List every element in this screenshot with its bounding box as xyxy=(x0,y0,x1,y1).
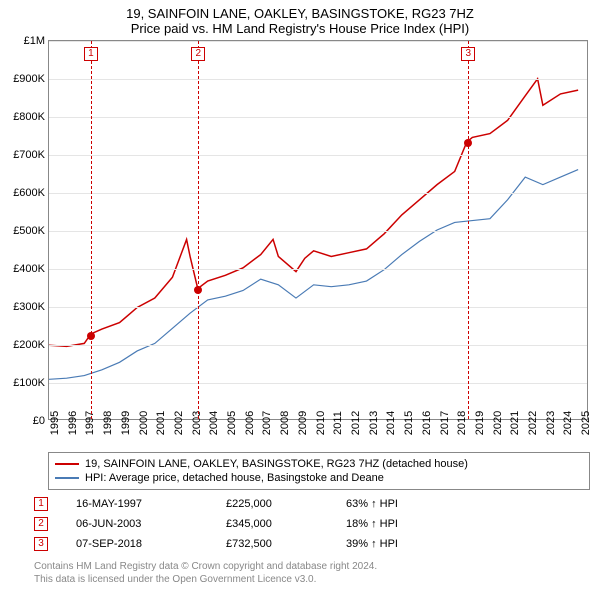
gridline xyxy=(49,269,587,270)
marker-line xyxy=(468,41,469,419)
x-axis-label: 2006 xyxy=(244,411,256,435)
chart-subtitle: Price paid vs. HM Land Registry's House … xyxy=(0,21,600,40)
legend-row: HPI: Average price, detached house, Basi… xyxy=(55,471,583,485)
x-axis-label: 2018 xyxy=(456,411,468,435)
transaction-price: £732,500 xyxy=(226,538,346,550)
y-axis-label: £600K xyxy=(13,187,45,199)
transaction-number-box: 1 xyxy=(34,497,48,511)
x-axis-label: 2005 xyxy=(226,411,238,435)
footer-line-1: Contains HM Land Registry data © Crown c… xyxy=(34,560,590,573)
gridline xyxy=(49,41,587,42)
marker-number-box: 1 xyxy=(84,47,98,61)
gridline xyxy=(49,117,587,118)
legend-label: 19, SAINFOIN LANE, OAKLEY, BASINGSTOKE, … xyxy=(85,458,468,470)
transaction-table: 1 16-MAY-1997£225,00063% ↑ HPI 2 06-JUN-200… xyxy=(34,494,590,554)
x-axis-label: 2003 xyxy=(191,411,203,435)
gridline xyxy=(49,155,587,156)
y-axis-label: £100K xyxy=(13,377,45,389)
x-axis-label: 2013 xyxy=(368,411,380,435)
transaction-date: 16-MAY-1997 xyxy=(76,498,226,510)
x-axis-label: 1999 xyxy=(120,411,132,435)
transaction-row: 3 07-SEP-2018£732,50039% ↑ HPI xyxy=(34,534,590,554)
transaction-row: 2 06-JUN-2003£345,00018% ↑ HPI xyxy=(34,514,590,534)
x-axis-label: 2019 xyxy=(474,411,486,435)
gridline xyxy=(49,345,587,346)
gridline xyxy=(49,231,587,232)
x-axis-label: 2002 xyxy=(173,411,185,435)
transaction-date: 07-SEP-2018 xyxy=(76,538,226,550)
x-axis-label: 2009 xyxy=(297,411,309,435)
y-axis-label: £800K xyxy=(13,111,45,123)
x-axis-label: 2022 xyxy=(527,411,539,435)
x-axis-label: 2021 xyxy=(509,411,521,435)
x-axis-label: 2015 xyxy=(403,411,415,435)
y-axis-label: £300K xyxy=(13,301,45,313)
gridline xyxy=(49,79,587,80)
chart-container: 19, SAINFOIN LANE, OAKLEY, BASINGSTOKE, … xyxy=(0,0,600,590)
y-axis-label: £500K xyxy=(13,225,45,237)
x-axis-label: 2010 xyxy=(315,411,327,435)
marker-dot xyxy=(194,286,202,294)
chart-lines xyxy=(49,41,587,419)
chart-area: £0£100K£200K£300K£400K£500K£600K£700K£80… xyxy=(48,40,588,420)
gridline xyxy=(49,193,587,194)
y-axis-label: £400K xyxy=(13,263,45,275)
marker-line xyxy=(91,41,92,419)
transaction-pct: 63% ↑ HPI xyxy=(346,498,398,510)
legend-row: 19, SAINFOIN LANE, OAKLEY, BASINGSTOKE, … xyxy=(55,457,583,471)
x-axis-label: 1998 xyxy=(102,411,114,435)
transaction-pct: 18% ↑ HPI xyxy=(346,518,398,530)
footer-line-2: This data is licensed under the Open Gov… xyxy=(34,573,590,586)
x-axis-label: 1995 xyxy=(49,411,61,435)
transaction-row: 1 16-MAY-1997£225,00063% ↑ HPI xyxy=(34,494,590,514)
series-hpi xyxy=(49,170,578,380)
y-axis-label: £900K xyxy=(13,73,45,85)
legend-label: HPI: Average price, detached house, Basi… xyxy=(85,472,384,484)
marker-line xyxy=(198,41,199,419)
x-axis-label: 2016 xyxy=(421,411,433,435)
x-axis-label: 2004 xyxy=(208,411,220,435)
y-axis-label: £700K xyxy=(13,149,45,161)
transaction-price: £225,000 xyxy=(226,498,346,510)
transaction-number-box: 3 xyxy=(34,537,48,551)
footer-text: Contains HM Land Registry data © Crown c… xyxy=(34,560,590,586)
transaction-price: £345,000 xyxy=(226,518,346,530)
y-axis-label: £1M xyxy=(24,35,45,47)
gridline xyxy=(49,383,587,384)
marker-number-box: 3 xyxy=(461,47,475,61)
transaction-number-box: 2 xyxy=(34,517,48,531)
transaction-pct: 39% ↑ HPI xyxy=(346,538,398,550)
x-axis-label: 2001 xyxy=(155,411,167,435)
plot-region: £0£100K£200K£300K£400K£500K£600K£700K£80… xyxy=(48,40,588,420)
y-axis-label: £200K xyxy=(13,339,45,351)
x-axis-label: 2008 xyxy=(279,411,291,435)
legend-box: 19, SAINFOIN LANE, OAKLEY, BASINGSTOKE, … xyxy=(48,452,590,490)
x-axis-label: 2023 xyxy=(545,411,557,435)
x-axis-label: 2011 xyxy=(332,411,344,435)
x-axis-label: 2012 xyxy=(350,411,362,435)
x-axis-label: 2000 xyxy=(138,411,150,435)
legend-swatch xyxy=(55,463,79,465)
marker-number-box: 2 xyxy=(191,47,205,61)
x-axis-label: 1996 xyxy=(67,411,79,435)
y-axis-label: £0 xyxy=(33,415,45,427)
transaction-date: 06-JUN-2003 xyxy=(76,518,226,530)
x-axis-label: 2017 xyxy=(439,411,451,435)
x-axis-label: 2024 xyxy=(562,411,574,435)
x-axis-label: 2007 xyxy=(261,411,273,435)
marker-dot xyxy=(87,332,95,340)
gridline xyxy=(49,307,587,308)
marker-dot xyxy=(464,139,472,147)
x-axis-label: 2014 xyxy=(385,411,397,435)
x-axis-label: 2025 xyxy=(580,411,592,435)
x-axis-label: 2020 xyxy=(492,411,504,435)
chart-title: 19, SAINFOIN LANE, OAKLEY, BASINGSTOKE, … xyxy=(0,0,600,21)
legend-swatch xyxy=(55,477,79,479)
